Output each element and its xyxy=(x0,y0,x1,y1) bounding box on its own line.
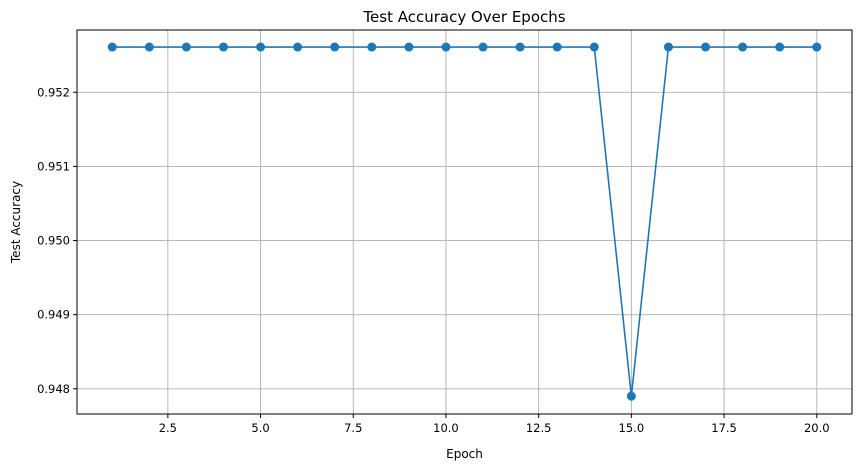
x-tick-label: 10.0 xyxy=(433,421,459,435)
data-point xyxy=(552,42,562,52)
y-tick-label: 0.950 xyxy=(37,234,70,248)
series-layer xyxy=(107,42,822,401)
axis-ticks: 2.5 5.0 7.5 10.0 12.5 15.0 17.5 20.0 0.948 0.949 0… xyxy=(37,85,830,435)
y-tick-label: 0.949 xyxy=(37,308,70,322)
data-point xyxy=(256,42,266,52)
x-tick-label: 17.5 xyxy=(711,421,737,435)
data-point xyxy=(775,42,785,52)
data-point xyxy=(330,42,340,52)
data-point xyxy=(218,42,228,52)
data-point xyxy=(589,42,599,52)
data-point xyxy=(478,42,488,52)
y-tick-label: 0.948 xyxy=(37,382,70,396)
data-point xyxy=(293,42,303,52)
data-point xyxy=(367,42,377,52)
data-point xyxy=(626,391,636,401)
data-point xyxy=(404,42,414,52)
series-line xyxy=(112,46,817,397)
x-axis-label: Epoch xyxy=(446,447,483,461)
grid-lines xyxy=(77,30,852,414)
data-point xyxy=(144,42,154,52)
plot-frame xyxy=(76,29,853,415)
data-point xyxy=(738,42,748,52)
data-point xyxy=(515,42,525,52)
x-tick-label: 15.0 xyxy=(619,421,645,435)
y-tick-label: 0.951 xyxy=(37,159,70,173)
y-tick-label: 0.952 xyxy=(37,85,70,99)
data-point xyxy=(107,42,117,52)
data-point xyxy=(441,42,451,52)
data-point xyxy=(181,42,191,52)
data-point xyxy=(812,42,822,52)
x-tick-label: 7.5 xyxy=(344,421,362,435)
x-tick-label: 5.0 xyxy=(251,421,269,435)
x-tick-label: 20.0 xyxy=(804,421,830,435)
x-tick-label: 12.5 xyxy=(526,421,552,435)
x-tick-label: 2.5 xyxy=(159,421,177,435)
chart-title: Test Accuracy Over Epochs xyxy=(362,8,565,26)
data-point xyxy=(663,42,673,52)
data-point xyxy=(701,42,711,52)
y-axis-label: Test Accuracy xyxy=(9,181,23,264)
